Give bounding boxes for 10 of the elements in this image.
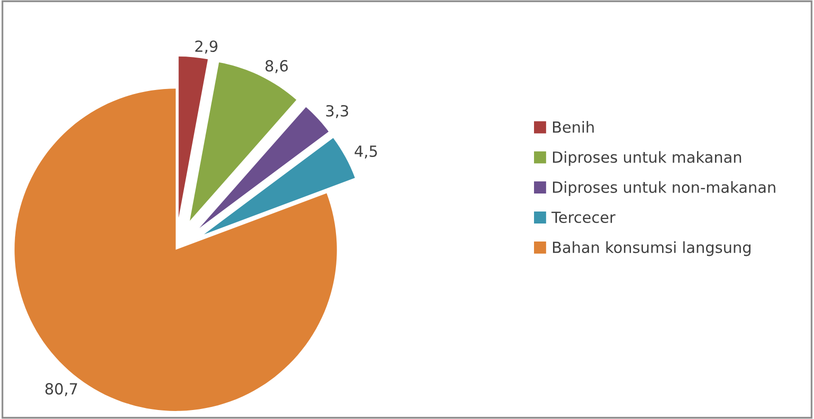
legend-label: Diproses untuk makanan <box>553 151 742 166</box>
legend-label: Bahan konsumsi langsung <box>553 241 750 256</box>
data-label: 8,6 <box>266 60 288 74</box>
legend-label: Diproses untuk non-makanan <box>553 181 776 196</box>
data-label: 4,5 <box>354 146 377 159</box>
data-label: 80,7 <box>45 383 78 396</box>
data-label: 3,3 <box>326 105 348 118</box>
data-label: 2,9 <box>195 40 218 54</box>
legend-label: Tercecer <box>551 212 616 224</box>
legend-label: Benih <box>553 121 594 133</box>
